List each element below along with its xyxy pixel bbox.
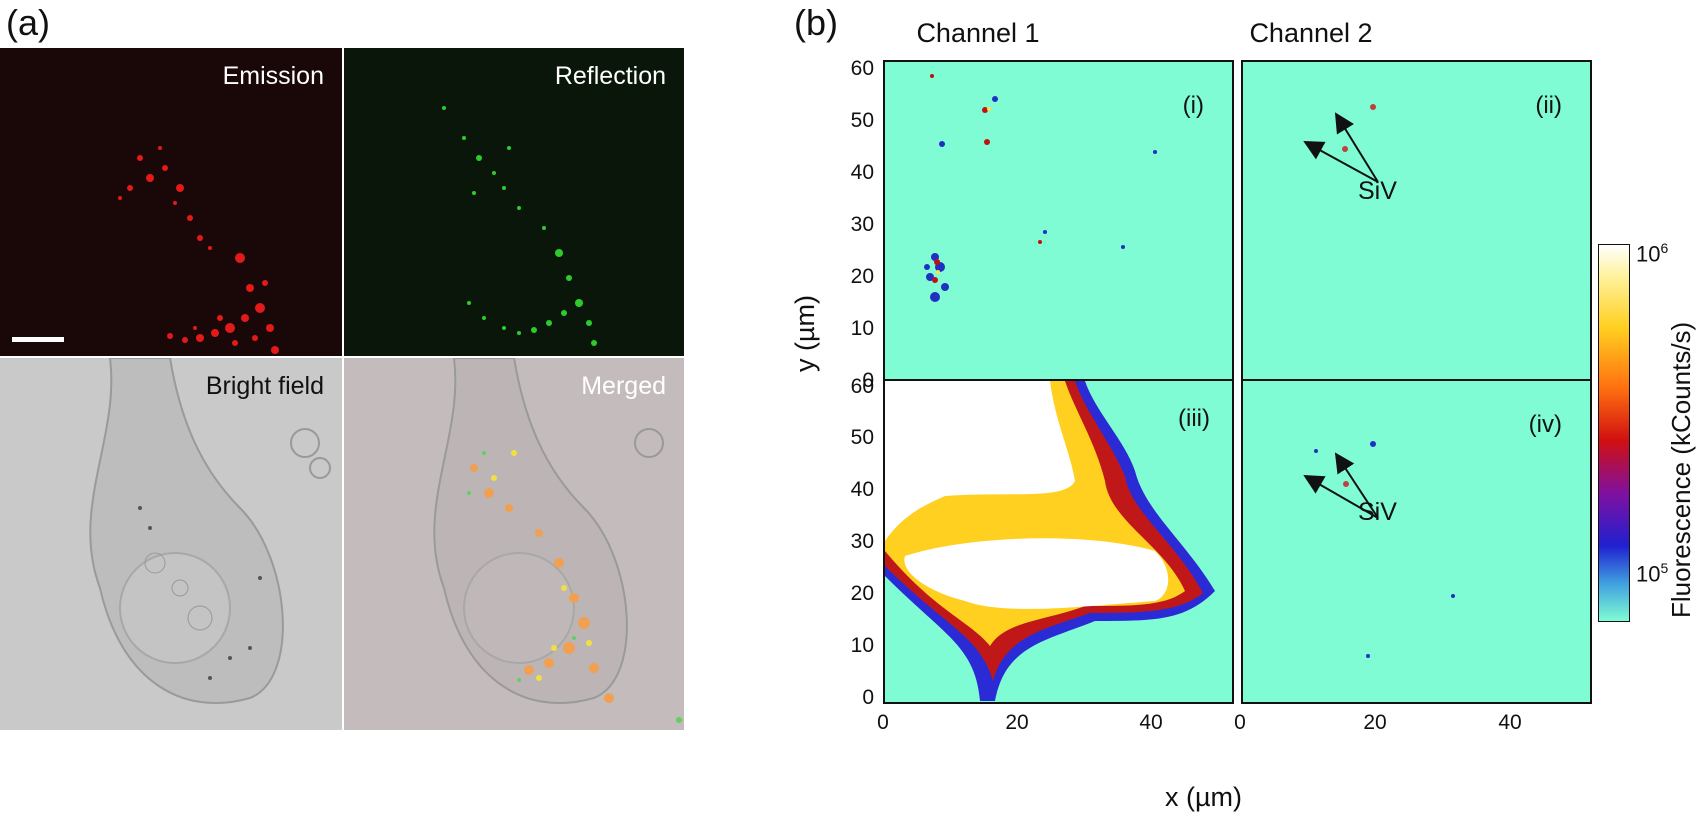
reflection-cell-dots <box>442 106 597 346</box>
y-tick-50-bottom: 50 <box>850 426 874 449</box>
emission-image: Emission <box>0 48 342 356</box>
reflection-label: Reflection <box>554 62 666 90</box>
label-iv: (iv) <box>1528 411 1562 438</box>
y-tick-20-bottom: 20 <box>850 582 874 605</box>
emission-cell-dots <box>118 146 279 354</box>
reflection-image: Reflection <box>344 48 684 356</box>
siv-label-iv: SiV <box>1358 498 1397 526</box>
colorbar <box>1598 244 1630 622</box>
heatmap-i: (i) <box>883 60 1234 387</box>
y-tick-30-bottom: 30 <box>850 530 874 553</box>
colorbar-tick-high: 106 <box>1636 240 1669 267</box>
channel-2-title: Channel 2 <box>1249 18 1373 48</box>
merged-label: Merged <box>581 372 666 400</box>
siv-label-ii: SiV <box>1358 177 1397 205</box>
y-tick-10-top: 10 <box>850 317 874 340</box>
merged-image: Merged <box>344 358 684 730</box>
channel-1-title: Channel 1 <box>916 18 1040 48</box>
heatmap-iv: (iv) SiV <box>1241 379 1592 704</box>
bright-field-image: Bright field <box>0 358 342 730</box>
emission-label: Emission <box>222 62 324 90</box>
scale-bar <box>12 337 64 342</box>
x-tick-40-left: 40 <box>1139 711 1163 734</box>
x-axis-label: x (µm) <box>1165 782 1243 812</box>
panel-a-label: (a) <box>6 2 50 43</box>
bright-field-cell <box>89 358 331 704</box>
heatmap-ii: (ii) SiV <box>1241 60 1592 387</box>
x-tick-20-left: 20 <box>1005 711 1029 734</box>
y-tick-20-top: 20 <box>850 265 874 288</box>
bright-field-label: Bright field <box>205 372 324 400</box>
x-tick-40-right: 40 <box>1498 711 1522 734</box>
y-tick-40-top: 40 <box>850 161 874 184</box>
colorbar-label: Fluorescence (kCounts/s) <box>1666 321 1696 618</box>
colorbar-tick-low: 105 <box>1636 560 1669 587</box>
y-tick-60-bottom: 60 <box>850 375 874 398</box>
y-tick-40-bottom: 40 <box>850 478 874 501</box>
heatmap-i-hotspots <box>924 74 1157 302</box>
heatmap-iii: (iii) <box>883 379 1234 704</box>
panel-b-label: (b) <box>794 2 838 43</box>
heatmap-iii-cell-signal <box>885 381 1215 701</box>
heatmap-ii-arrows <box>1303 104 1379 183</box>
x-tick-20-right: 20 <box>1363 711 1387 734</box>
y-tick-50-top: 50 <box>850 109 874 132</box>
y-tick-30-top: 30 <box>850 213 874 236</box>
x-tick-0-left: 0 <box>877 711 889 734</box>
x-tick-0-right: 0 <box>1234 711 1246 734</box>
y-axis-label: y (µm) <box>790 294 820 372</box>
y-tick-0-bottom: 0 <box>862 686 874 709</box>
y-tick-10-bottom: 10 <box>850 634 874 657</box>
label-iii: (iii) <box>1178 405 1210 432</box>
y-tick-0-top: 0 <box>862 369 874 392</box>
y-tick-60-top: 60 <box>850 57 874 80</box>
label-i: (i) <box>1182 92 1204 119</box>
label-ii: (ii) <box>1535 92 1562 119</box>
heatmap-iv-arrows <box>1303 441 1455 658</box>
merged-cell <box>433 358 682 723</box>
